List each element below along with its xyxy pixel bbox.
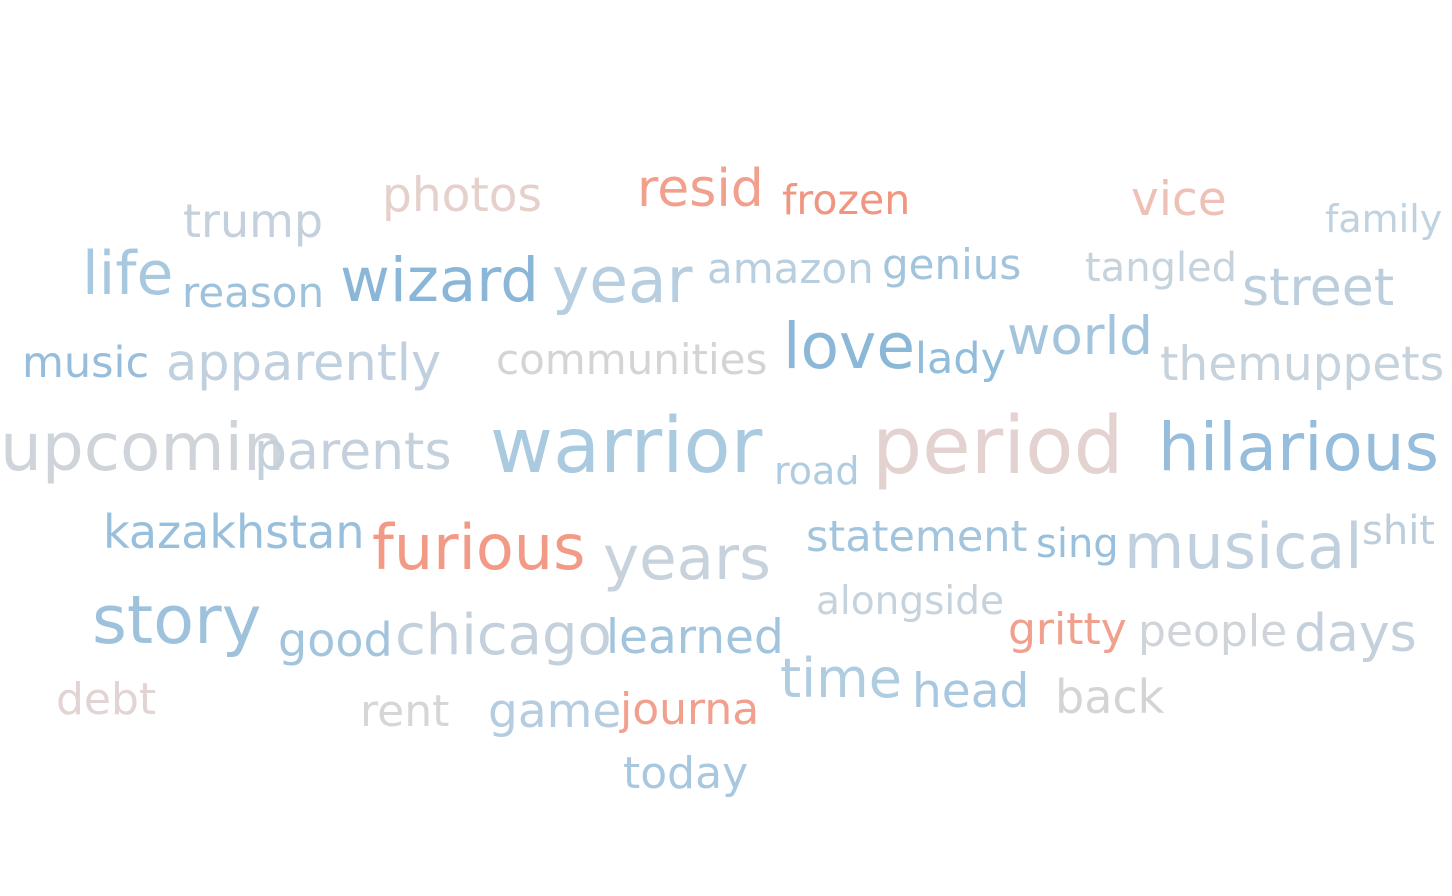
word-world: world (1007, 306, 1153, 367)
word-learned: learned (606, 610, 784, 665)
word-chicago: chicago (395, 603, 612, 668)
word-genius: genius (882, 240, 1022, 289)
word-sing: sing (1036, 521, 1119, 567)
word-back: back (1055, 670, 1165, 724)
word-communities: communities (496, 335, 768, 384)
word-today: today (623, 748, 749, 799)
word-love: love (783, 310, 916, 383)
word-good: good (278, 613, 393, 667)
word-music: music (22, 338, 150, 388)
word-tangled: tangled (1085, 245, 1238, 291)
word-furious: furious (372, 511, 586, 584)
word-statement: statement (806, 512, 1028, 562)
word-family: family (1325, 197, 1443, 241)
word-story: story (92, 581, 262, 659)
word-trump: trump (183, 194, 324, 248)
word-upcomin: upcomin (0, 409, 285, 486)
word-parents: parents (254, 422, 452, 482)
word-journa: journa (620, 684, 760, 735)
word-people: people (1138, 606, 1288, 657)
word-warrior: warrior (490, 402, 763, 491)
word-period: period (872, 400, 1124, 492)
word-road: road (774, 449, 860, 493)
word-street: street (1242, 258, 1395, 318)
word-game: game (488, 684, 622, 739)
word-shit: shit (1362, 508, 1435, 554)
word-amazon: amazon (707, 244, 874, 293)
word-themuppets: themuppets (1160, 337, 1445, 392)
word-gritty: gritty (1008, 604, 1127, 655)
word-time: time (780, 647, 903, 710)
word-vice: vice (1131, 172, 1227, 227)
word-kazakhstan: kazakhstan (103, 505, 365, 559)
word-musical: musical (1124, 510, 1363, 583)
word-frozen: frozen (782, 176, 911, 224)
word-lady: lady (915, 334, 1007, 384)
word-years: years (603, 523, 771, 594)
word-wizard: wizard (340, 245, 539, 316)
word-photos: photos (382, 168, 543, 223)
word-resid: resid (637, 159, 764, 219)
word-days: days (1294, 604, 1417, 664)
word-year: year (552, 244, 693, 317)
word-reason: reason (182, 268, 325, 317)
word-head: head (912, 664, 1030, 719)
word-alongside: alongside (816, 579, 1004, 624)
word-life: life (82, 239, 174, 309)
word-hilarious: hilarious (1158, 409, 1440, 486)
word-debt: debt (56, 674, 157, 725)
word-apparently: apparently (166, 334, 442, 393)
word-rent: rent (360, 686, 450, 737)
